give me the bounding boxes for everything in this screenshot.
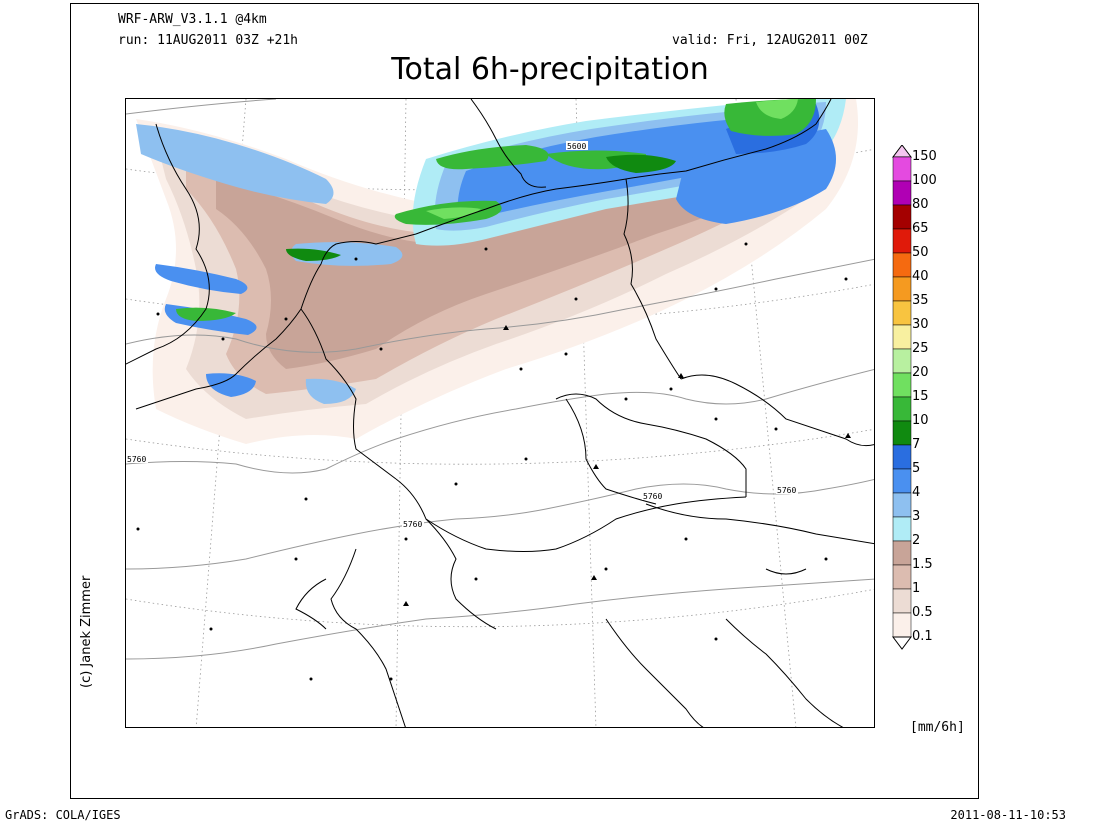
- legend-band: [892, 540, 912, 566]
- legend-tick-label: 10: [912, 413, 929, 428]
- legend-arrow-top: [892, 144, 912, 158]
- legend-tick-label: 1: [912, 581, 921, 596]
- contour-label-5600: 5600: [567, 142, 586, 151]
- legend-tick-label: 150: [912, 149, 937, 164]
- contour-label-5760: 5760: [403, 520, 422, 529]
- precipitation-field: [136, 99, 858, 444]
- model-label: WRF-ARW_V3.1.1 @4km: [118, 12, 267, 27]
- legend-band: [892, 516, 912, 542]
- valid-label: valid: Fri, 12AUG2011 00Z: [672, 33, 868, 48]
- borders: [126, 99, 874, 727]
- legend-tick-label: 7: [912, 437, 921, 452]
- legend-band: [892, 564, 912, 590]
- legend-band: [892, 228, 912, 254]
- legend-band: [892, 588, 912, 614]
- legend-tick-label: 0.5: [912, 605, 933, 620]
- legend-tick-label: 2: [912, 533, 921, 548]
- legend-band: [892, 444, 912, 470]
- legend-tick-label: 80: [912, 197, 929, 212]
- legend-tick-label: 4: [912, 485, 921, 500]
- legend-tick-label: 65: [912, 221, 929, 236]
- legend-tick-label: 40: [912, 269, 929, 284]
- map-title: Total 6h-precipitation: [391, 52, 709, 87]
- legend-band: [892, 612, 912, 638]
- legend-band: [892, 396, 912, 422]
- legend-band: [892, 252, 912, 278]
- legend-tick-label: 100: [912, 173, 937, 188]
- contour-labels: 5600 5760 5760 5760 5760: [126, 141, 798, 529]
- run-label: run: 11AUG2011 03Z +21h: [118, 33, 299, 48]
- legend-tick-label: 20: [912, 365, 929, 380]
- legend-band: [892, 204, 912, 230]
- legend-band: [892, 372, 912, 398]
- legend-colorbar: [892, 144, 912, 650]
- contour-label-5760: 5760: [643, 492, 662, 501]
- legend-band: [892, 156, 912, 182]
- legend-tick-label: 30: [912, 317, 929, 332]
- legend-arrow-bottom: [892, 636, 912, 650]
- footer-timestamp: 2011-08-11-10:53: [950, 808, 1066, 822]
- precipitation-map: 5600 5760 5760 5760 5760: [125, 98, 875, 728]
- map-canvas: 5600 5760 5760 5760 5760: [126, 99, 874, 727]
- color-legend: 150 100 80 65 50 40 35 30 25 20 15 10 7 5 4 3 2 1.5 1 0.5 0.…: [892, 144, 972, 675]
- contour-label-5760: 5760: [127, 455, 146, 464]
- legend-tick-label: 5: [912, 461, 921, 476]
- legend-tick-label: 0.1: [912, 629, 933, 644]
- peak-markers: [403, 325, 851, 606]
- legend-band: [892, 420, 912, 446]
- legend-band: [892, 324, 912, 350]
- legend-tick-label: 25: [912, 341, 929, 356]
- legend-tick-label: 3: [912, 509, 921, 524]
- legend-band: [892, 276, 912, 302]
- plot-frame: [70, 3, 979, 799]
- legend-tick-label: 50: [912, 245, 929, 260]
- units-label: [mm/6h]: [910, 720, 965, 735]
- legend-band: [892, 492, 912, 518]
- credit-label: (c) Janek Zimmer: [79, 575, 94, 688]
- legend-tick-label: 35: [912, 293, 929, 308]
- legend-tick-label: 1.5: [912, 557, 933, 572]
- contour-label-5760: 5760: [777, 486, 796, 495]
- footer-software: GrADS: COLA/IGES: [5, 808, 121, 822]
- legend-band: [892, 180, 912, 206]
- legend-band: [892, 300, 912, 326]
- legend-band: [892, 348, 912, 374]
- legend-band: [892, 468, 912, 494]
- city-markers: [136, 242, 848, 681]
- legend-tick-label: 15: [912, 389, 929, 404]
